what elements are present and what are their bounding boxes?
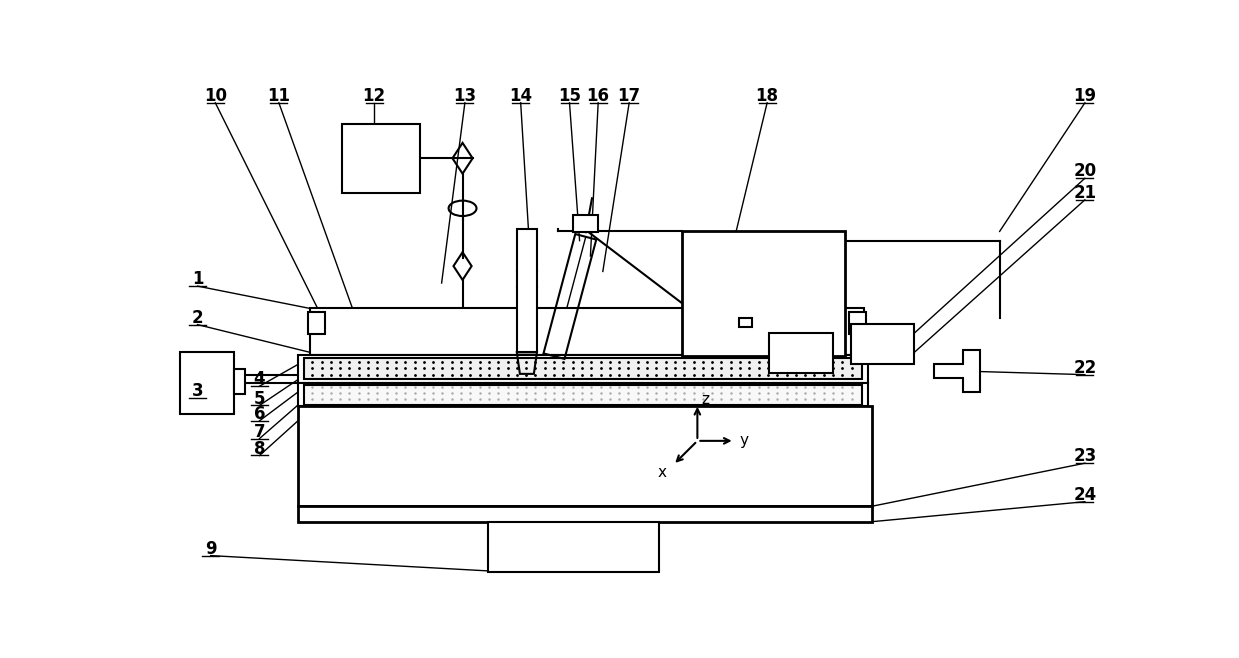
Bar [574,215,598,232]
Text: 8: 8 [254,440,265,457]
Text: 15: 15 [558,87,581,105]
Text: 22: 22 [1073,359,1097,377]
Text: 7: 7 [254,422,265,441]
Text: 1: 1 [192,270,203,288]
Text: 5: 5 [254,390,265,407]
Bar [305,385,861,405]
Bar [299,355,867,383]
Bar [740,318,752,327]
Text: z: z [701,392,709,407]
Bar [180,352,234,414]
Text: 17: 17 [617,87,641,105]
Text: 24: 24 [1073,486,1097,504]
Bar [299,506,872,522]
Bar [769,333,833,373]
Bar [299,406,872,506]
Bar [309,313,326,334]
Text: 19: 19 [1073,87,1097,105]
Bar [310,309,864,355]
Text: 18: 18 [756,87,778,105]
Text: 6: 6 [254,405,265,423]
Text: 12: 12 [363,87,385,105]
Bar [849,313,866,334]
Text: x: x [658,465,667,480]
Text: 21: 21 [1073,184,1097,202]
Bar [299,383,867,406]
Text: 13: 13 [453,87,477,105]
Bar [488,522,659,572]
Bar [681,232,845,356]
Text: y: y [740,434,748,448]
Text: 10: 10 [204,87,227,105]
Text: 23: 23 [1073,447,1097,465]
Text: 20: 20 [1073,163,1097,180]
Text: 14: 14 [509,87,533,105]
Bar [234,369,245,394]
Bar [851,324,914,364]
Bar [342,124,420,193]
Text: 2: 2 [192,309,203,326]
Bar [517,229,536,352]
Text: 9: 9 [204,540,217,558]
Bar [305,359,861,379]
Text: 3: 3 [192,382,203,400]
Text: 16: 16 [587,87,610,105]
Text: 4: 4 [254,370,265,388]
Text: 11: 11 [268,87,290,105]
